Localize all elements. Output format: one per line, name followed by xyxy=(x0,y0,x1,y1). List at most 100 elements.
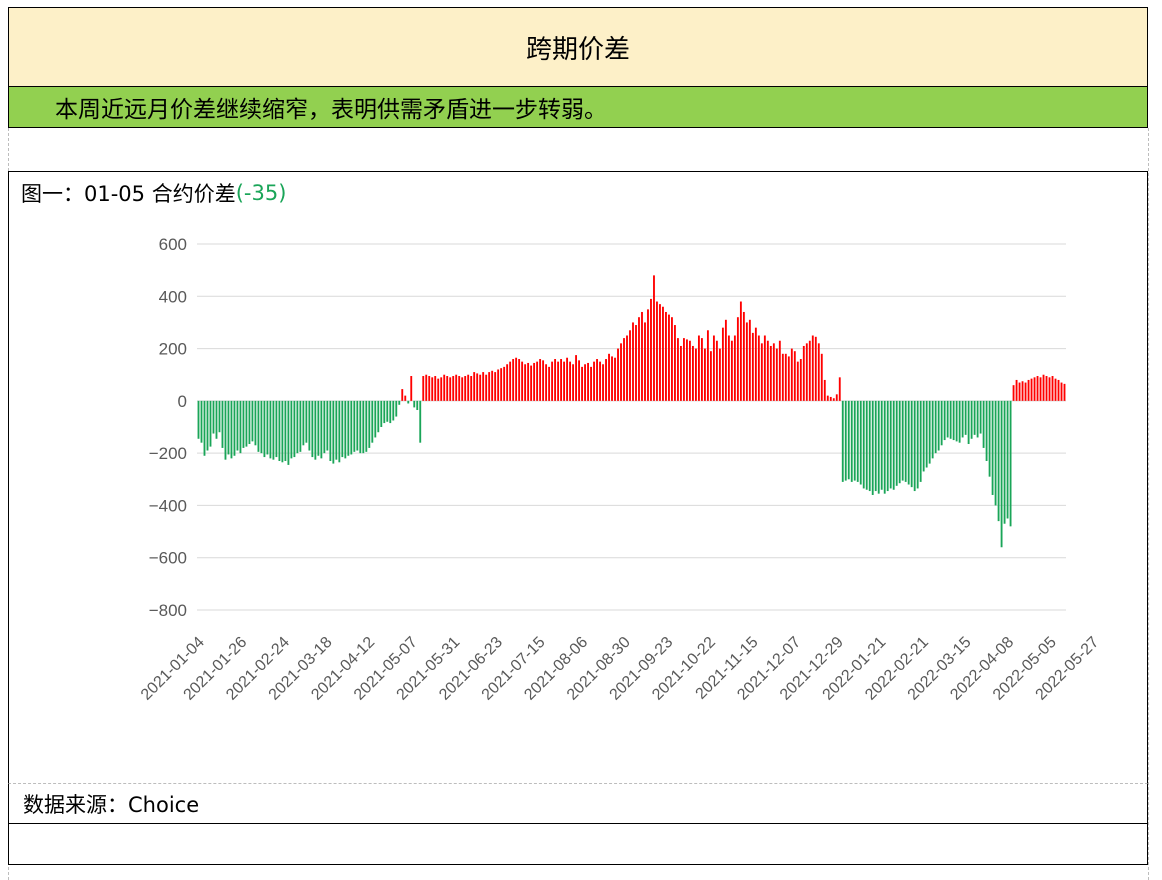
bar xyxy=(671,317,673,401)
bar xyxy=(581,366,583,401)
bar xyxy=(449,377,452,401)
bar xyxy=(1048,377,1051,401)
bar xyxy=(889,400,892,489)
bar xyxy=(338,400,341,463)
bar xyxy=(1009,400,1012,527)
bar xyxy=(323,400,326,454)
bar xyxy=(218,400,221,433)
bar xyxy=(680,345,682,401)
bar xyxy=(386,400,389,422)
bar xyxy=(380,400,383,427)
summary-banner: 本周近远月价差继续缩窄，表明供需矛盾进一步转弱。 xyxy=(8,87,1148,128)
bar xyxy=(662,306,664,401)
bar xyxy=(254,400,257,446)
bar xyxy=(479,374,482,401)
bar xyxy=(245,400,248,447)
y-tick-label: 600 xyxy=(159,235,187,254)
bar xyxy=(494,372,497,401)
y-tick-label: −800 xyxy=(149,601,187,620)
bar xyxy=(799,359,802,401)
bar xyxy=(533,362,536,401)
bar xyxy=(668,314,670,401)
section-title: 跨期价差 xyxy=(8,7,1148,87)
bar xyxy=(455,374,458,401)
bar xyxy=(407,400,410,404)
bar xyxy=(371,400,374,443)
bar xyxy=(940,400,943,446)
bar xyxy=(703,348,706,401)
bar xyxy=(1063,383,1066,401)
bar xyxy=(697,335,700,401)
bar xyxy=(365,400,368,452)
bar xyxy=(251,400,254,442)
bar xyxy=(626,335,628,401)
bar xyxy=(503,366,506,401)
bar xyxy=(874,400,877,492)
bar xyxy=(200,400,203,443)
summary-text: 本周近远月价差继续缩窄，表明供需矛盾进一步转弱。 xyxy=(55,97,607,123)
bar xyxy=(1060,382,1063,401)
bar xyxy=(302,400,305,446)
bar xyxy=(269,400,272,459)
bar xyxy=(901,400,904,481)
bar xyxy=(766,340,769,401)
footer-box xyxy=(8,823,1148,865)
bar xyxy=(227,400,230,455)
bar xyxy=(907,400,910,485)
bar xyxy=(970,400,973,439)
bar xyxy=(1024,382,1027,401)
bar xyxy=(913,400,916,492)
bar xyxy=(754,327,757,401)
bar xyxy=(527,362,530,401)
bar xyxy=(566,357,569,401)
bar xyxy=(224,400,227,460)
bar xyxy=(335,400,338,460)
bars xyxy=(197,275,1066,548)
bar xyxy=(377,400,380,433)
bar xyxy=(470,376,473,401)
bar xyxy=(790,348,793,401)
bar xyxy=(730,340,733,401)
bar xyxy=(641,311,643,401)
bar xyxy=(632,322,634,401)
bar xyxy=(485,374,488,401)
bar xyxy=(257,400,260,452)
bar xyxy=(560,359,563,401)
bar xyxy=(299,400,302,452)
bar xyxy=(437,378,440,401)
bar xyxy=(871,400,874,495)
bar xyxy=(922,400,925,472)
bar xyxy=(982,400,985,448)
page-guide-right xyxy=(1148,128,1149,880)
bar xyxy=(832,398,835,401)
y-tick-label: 400 xyxy=(159,287,187,306)
bar xyxy=(787,356,790,401)
bar xyxy=(362,400,365,454)
bar xyxy=(557,361,560,401)
bar xyxy=(290,400,293,459)
bar xyxy=(880,400,883,490)
bar xyxy=(1015,379,1018,401)
bar xyxy=(278,400,281,461)
bar xyxy=(311,400,314,458)
bar xyxy=(446,376,449,401)
bar xyxy=(275,400,278,458)
bar xyxy=(509,361,512,401)
bar xyxy=(910,400,913,488)
bar xyxy=(206,400,209,451)
bar xyxy=(838,377,841,401)
bar xyxy=(272,400,275,460)
bar xyxy=(521,361,524,401)
bar xyxy=(856,400,859,482)
bar xyxy=(623,338,625,401)
bar xyxy=(287,400,290,465)
bar xyxy=(464,376,467,401)
bar xyxy=(778,340,781,401)
bar xyxy=(665,311,667,401)
bar xyxy=(197,400,200,439)
bar xyxy=(596,359,598,401)
bar xyxy=(775,348,778,401)
bar xyxy=(781,353,784,401)
bar xyxy=(635,325,637,401)
bar xyxy=(1027,379,1030,401)
